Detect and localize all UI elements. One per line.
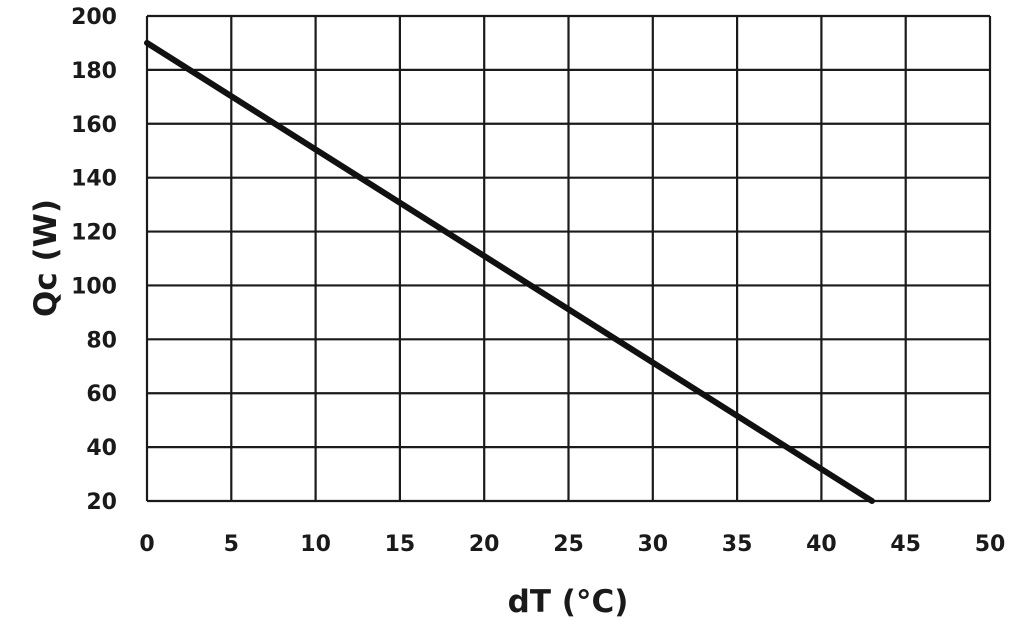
x-tick-label: 50 [975, 532, 1006, 557]
y-tick-label: 200 [71, 5, 117, 30]
y-tick-label: 180 [71, 59, 117, 84]
y-axis-ticks: 20 40 60 80 100 120 140 160 180 200 [71, 5, 117, 515]
y-axis-title: Qc (W) [28, 199, 64, 317]
y-tick-label: 100 [71, 274, 117, 299]
x-tick-label: 40 [806, 532, 837, 557]
x-axis-ticks: 0 5 10 15 20 25 30 35 40 45 50 [139, 532, 1005, 557]
grid [147, 16, 990, 501]
x-tick-label: 0 [139, 532, 154, 557]
y-tick-label: 160 [71, 113, 117, 138]
x-tick-label: 5 [224, 532, 239, 557]
y-tick-label: 40 [86, 436, 117, 461]
y-tick-label: 60 [86, 382, 117, 407]
x-tick-label: 15 [385, 532, 416, 557]
series-line [147, 43, 872, 501]
y-tick-label: 140 [71, 167, 117, 192]
plot-lines [147, 43, 872, 501]
y-tick-label: 80 [86, 328, 117, 353]
y-tick-label: 120 [71, 221, 117, 246]
x-tick-label: 10 [300, 532, 331, 557]
x-tick-label: 45 [890, 532, 921, 557]
x-tick-label: 20 [469, 532, 500, 557]
x-axis-title: dT (°C) [508, 584, 629, 620]
x-tick-label: 30 [637, 532, 668, 557]
x-tick-label: 35 [722, 532, 753, 557]
x-tick-label: 25 [553, 532, 584, 557]
y-tick-label: 20 [86, 490, 117, 515]
